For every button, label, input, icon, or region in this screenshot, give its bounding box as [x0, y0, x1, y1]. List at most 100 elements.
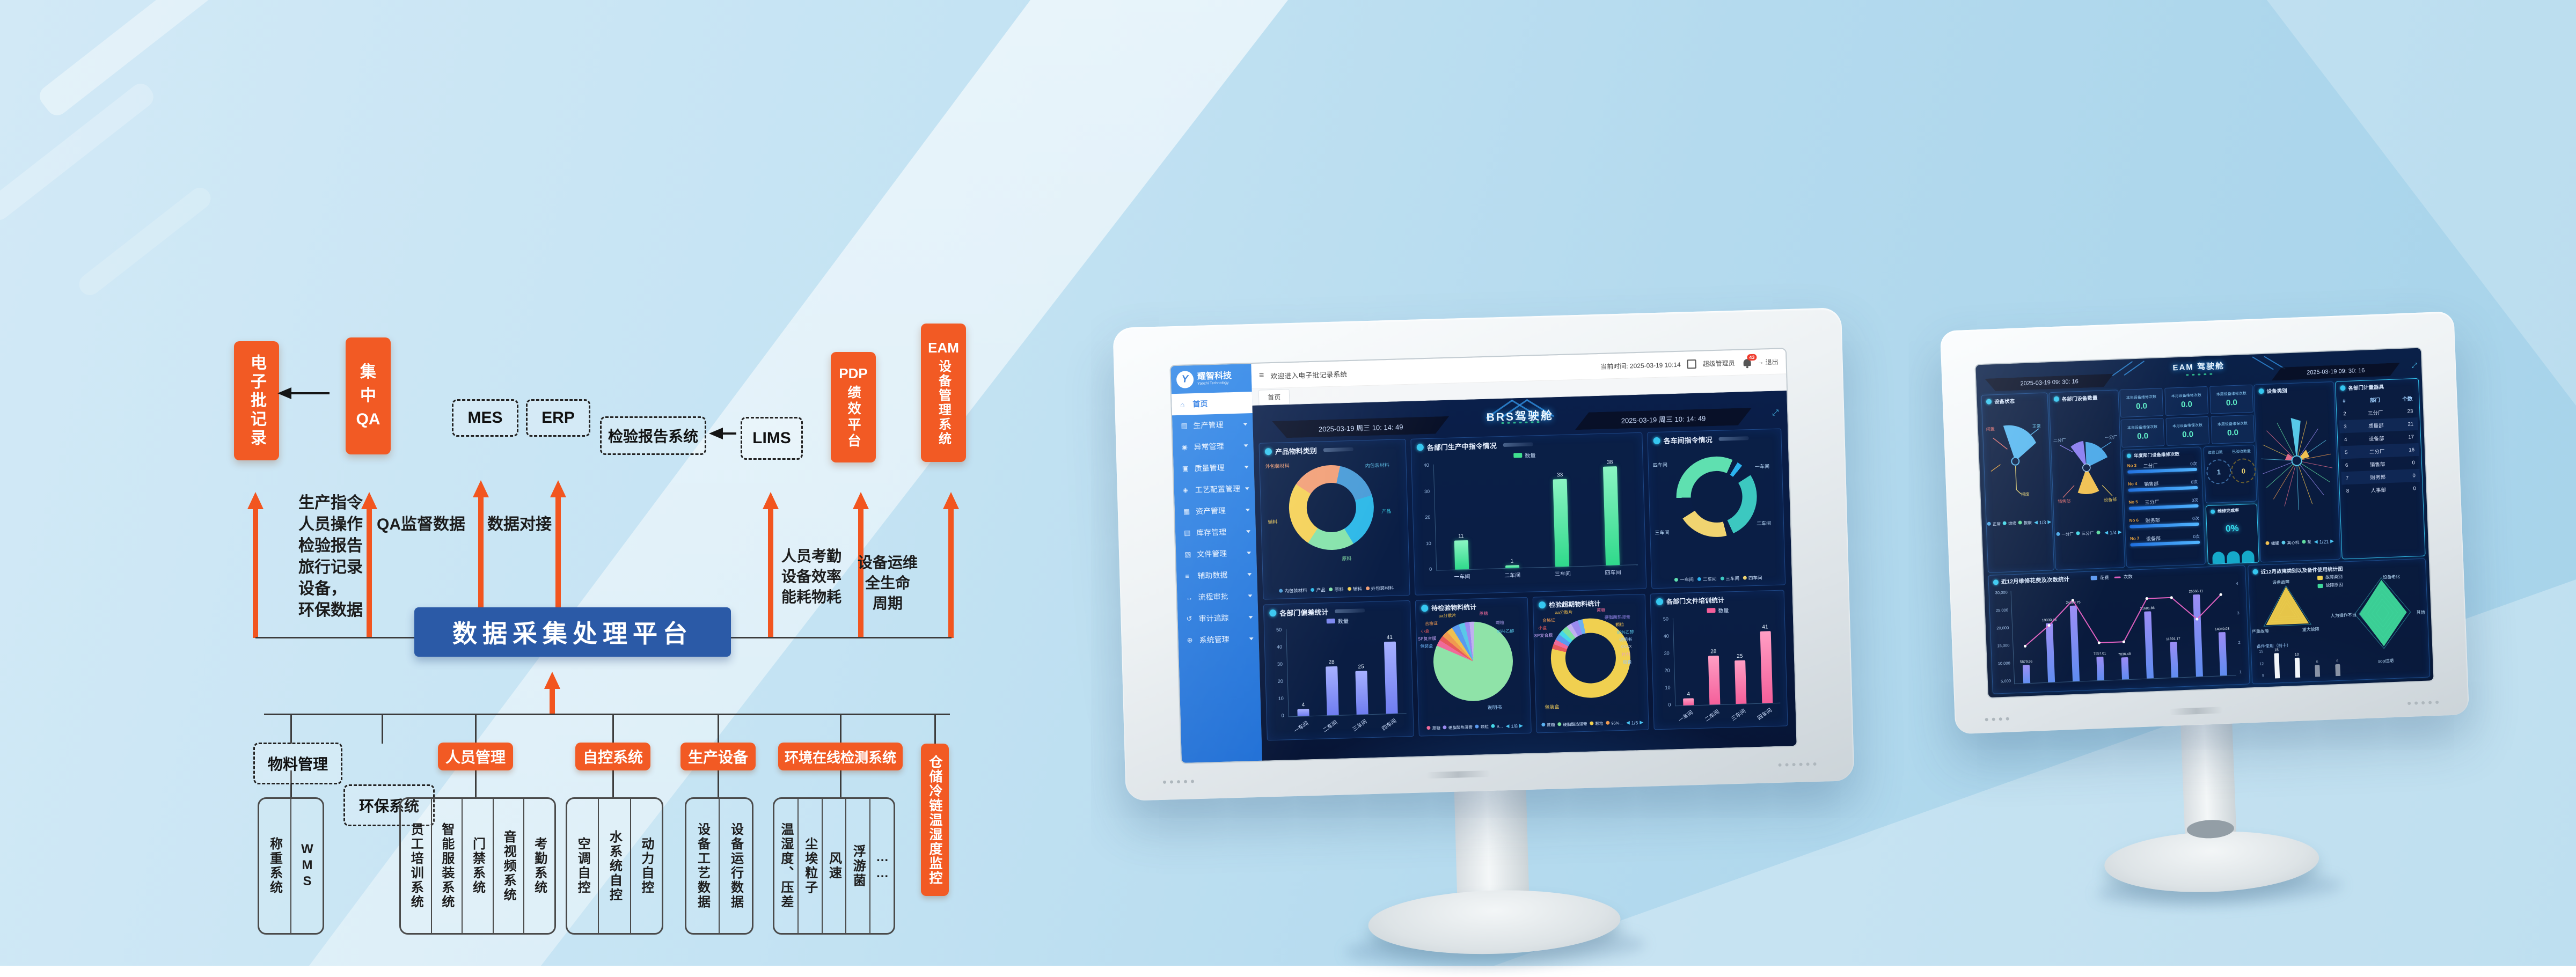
arrow-updown: [478, 489, 484, 622]
exit-icon: →: [1757, 358, 1763, 365]
group-coldchain: 仓储冷链温湿度监控: [921, 744, 949, 896]
cells-production: 设备工艺数据 设备运行数据: [685, 797, 753, 935]
box-label: LIMS: [752, 429, 791, 447]
production-icon: ▤: [1181, 421, 1189, 430]
panel-device-status: 设备状态 闲置 正常 报废 正常 维修 报废: [1981, 392, 2054, 573]
bezel-buttons: [1779, 762, 1817, 767]
panel-pending-inspection: 待检验物料统计 aa分散片 蔗糖 合格证 小盒 SP复合膜 包装盒 颗粒 95%…: [1415, 597, 1532, 737]
connector: [290, 714, 292, 744]
connector: [255, 637, 414, 638]
workshop-donut-chart: [1675, 456, 1758, 538]
sidebar-item-process-config[interactable]: ◈工艺配置管理: [1174, 478, 1255, 501]
pager[interactable]: ◀1/8▶: [1505, 723, 1523, 729]
legend: 一车间 二车间 三车间 四车间: [1652, 574, 1785, 584]
pager[interactable]: ◀1/5▶: [1626, 719, 1644, 726]
monitor-1: Y 耀智科技 Yaozhi Technology ⌂首页 ▤生产管理 ◉异常管理…: [1113, 307, 1860, 977]
panel-completion-rate: 维修完成率 0%: [2206, 504, 2259, 565]
connector: [718, 714, 719, 744]
inventory-icon: ▥: [1184, 528, 1192, 537]
list-icon: [2127, 453, 2131, 458]
expand-icon[interactable]: ⤢: [1772, 408, 1779, 417]
arrow-up: [948, 501, 954, 638]
label-data-list: 生产指令人员操作 检验报告旅行记录 设备，环保数据: [298, 493, 363, 621]
connector: [264, 714, 950, 715]
pie-icon: [1265, 448, 1272, 455]
sidebar-item-workflow[interactable]: ↔流程审批: [1177, 585, 1258, 608]
box-label: EAM: [928, 340, 959, 356]
app-logo: Y 耀智科技 Yaozhi Technology: [1170, 364, 1252, 394]
panel-dept-devices: 各部门设备数量 二分厂 一分厂 销售部 设备部: [2048, 390, 2125, 570]
connector: [475, 714, 477, 744]
panel-workshop-commands: 各车间指令情况 一车间 二车间 三车间 四车间 一车间 二车间 三车间 四车间: [1647, 429, 1785, 589]
panel-overdue-inspection: 检验超期物料统计 aa分散片 合格证 小盒 SP复合膜 蔗糖 硬脂酸热浸膏 颗粒…: [1533, 594, 1649, 733]
cells-env-monitor: 温湿度、压差 尘埃粒子 风速 浮游菌 ……: [773, 797, 895, 935]
group-production: 生产设备: [680, 743, 756, 770]
connector: [612, 770, 614, 797]
tab-home[interactable]: 首页: [1258, 389, 1290, 405]
arrow-to-platform: [550, 680, 555, 714]
sidebar-item-quality[interactable]: ▣质量管理: [1173, 456, 1254, 480]
connector: [840, 714, 841, 744]
documents-icon: ▧: [1184, 550, 1192, 559]
gauge-icon: [2211, 509, 2215, 513]
streak: [75, 183, 215, 299]
pager[interactable]: ◀1/4▶: [2104, 529, 2122, 535]
monitor-1-screen: Y 耀智科技 Yaozhi Technology ⌂首页 ▤生产管理 ◉异常管理…: [1170, 349, 1796, 763]
bezel-buttons: [1163, 780, 1194, 784]
pager[interactable]: ◀1/3▶: [2034, 519, 2052, 525]
connector: [382, 714, 383, 744]
sidebar-item-inventory[interactable]: ▥库存管理: [1175, 520, 1256, 544]
pie-icon: [1653, 437, 1660, 444]
cells-material: 称重系统 WMS: [258, 797, 324, 935]
audit-icon: ↺: [1186, 614, 1194, 623]
pie-icon: [1421, 605, 1428, 612]
chevron-down-icon: [1246, 530, 1250, 533]
quality-icon: ▣: [1182, 464, 1190, 473]
legend: 储罐 离心机 泵 ◀1/21▶: [2260, 538, 2339, 547]
chevron-down-icon: [1245, 487, 1249, 490]
cost-bar-chart: 5879.95 19030.48 24369.75 7557.01 7036.4…: [2011, 582, 2236, 684]
welcome-text: 欢迎进入电子批记录系统: [1270, 369, 1347, 381]
sidebar-item-documents[interactable]: ▧文件管理: [1176, 542, 1257, 565]
completion-rate-value: 0%: [2207, 523, 2258, 535]
dept-devices-chart: [2050, 415, 2124, 541]
table-icon: [2340, 385, 2345, 391]
admin-dropdown[interactable]: 超级管理员: [1702, 358, 1737, 368]
sidebar-item-auxdata[interactable]: ≡辅助数据: [1176, 563, 1257, 587]
sidebar-item-system[interactable]: ⊕系统管理: [1178, 628, 1259, 651]
chevron-down-icon: [1249, 637, 1254, 640]
expand-icon[interactable]: ⤢: [2411, 361, 2417, 370]
logout-button[interactable]: → 退出: [1757, 357, 1778, 366]
sidebar-item-exception[interactable]: ◉异常管理: [1173, 435, 1254, 458]
box-lims: LIMS: [741, 417, 803, 460]
box-label: 检验报告系统: [608, 425, 698, 446]
box-inspection-report: 检验报告系统: [600, 416, 706, 455]
box-label: 中: [360, 384, 376, 408]
box-central-qa: 集 中 QA: [346, 337, 391, 454]
fullscreen-icon[interactable]: [1687, 359, 1696, 368]
pager[interactable]: ◀1/21▶: [2314, 538, 2334, 545]
brs-dashboard: BRS驾驶舱 2025-03-19 周三 10: 14: 49 2025-03-…: [1253, 391, 1797, 761]
exception-icon: ◉: [1181, 443, 1189, 451]
sidebar-item-assets[interactable]: ▦资产管理: [1174, 499, 1255, 523]
hamburger-icon[interactable]: ≡: [1259, 371, 1264, 380]
notification-bell-icon[interactable]: 43: [1743, 359, 1751, 366]
sidebar-item-home[interactable]: ⌂首页: [1172, 392, 1253, 415]
chevron-down-icon: [1248, 594, 1252, 597]
sidebar-item-production[interactable]: ▤生产管理: [1172, 413, 1253, 437]
chart-icon: [1986, 399, 1992, 404]
box-label: 数据采集处理平台: [452, 614, 693, 650]
device-status-chart: [1982, 409, 2052, 519]
sidebar-item-audit[interactable]: ↺审计追踪: [1177, 606, 1258, 630]
monitor-2: EAM 驾驶舱 2025-03-19 09: 30: 16 2025-03-19…: [1940, 311, 2482, 931]
assets-icon: ▦: [1183, 507, 1191, 516]
